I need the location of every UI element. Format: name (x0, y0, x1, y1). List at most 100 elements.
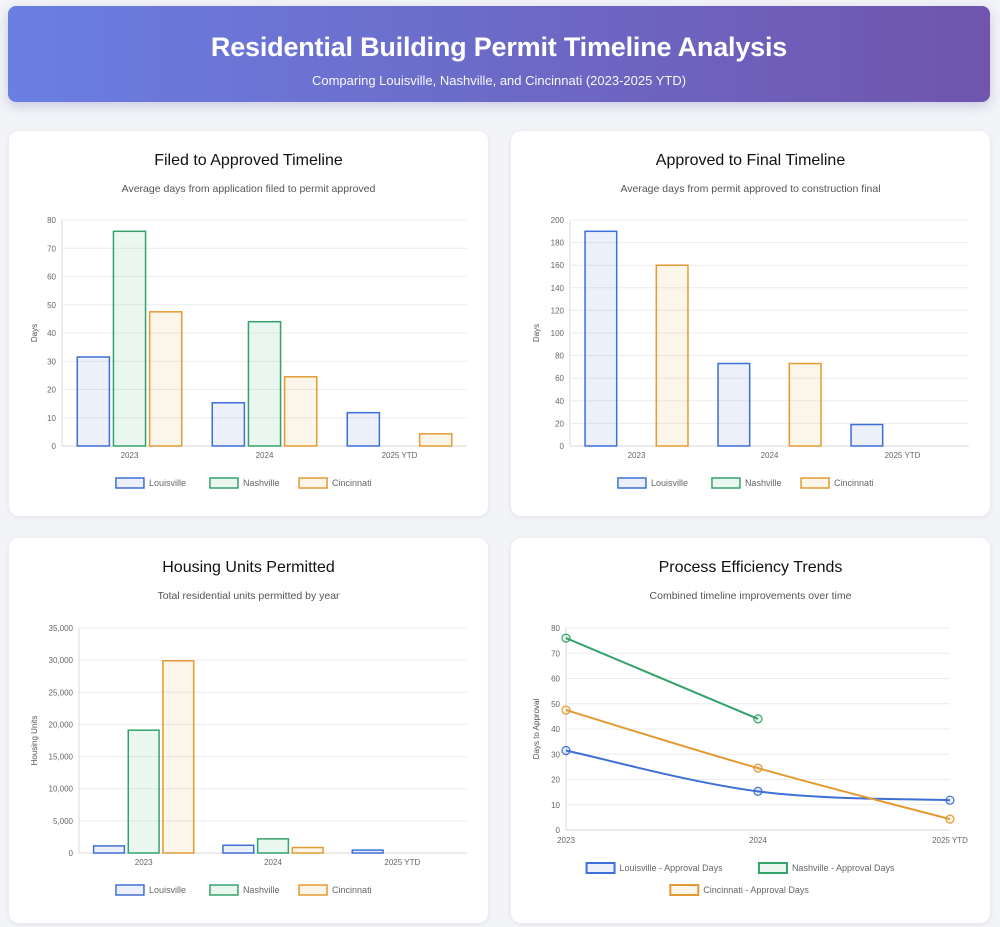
bar-louisville-2025-ytd (346, 411, 381, 447)
approved-to-final-card: Approved to Final Timeline Average days … (511, 131, 990, 516)
legend-swatch-louisville (115, 884, 145, 896)
legend-swatch-cincinnati (298, 477, 328, 489)
y-tick-label: 0 (560, 442, 565, 451)
y-tick-label: 0 (52, 442, 57, 451)
filed-to-approved-card: Filed to Approved Timeline Average days … (9, 131, 488, 516)
filed-to-approved-chart: 0 10 20 30 40 50 60 70 80 Days 2023 2024 2025 YTD Lou… (30, 216, 467, 489)
x-tick-label: 2024 (749, 836, 767, 845)
line-nashville-approval-days (565, 637, 759, 720)
x-tick-label: 2023 (135, 858, 153, 867)
legend-label-louisville-approval-days: Louisville - Approval Days (620, 863, 724, 873)
point-nashville-approval-days (753, 714, 763, 724)
legend-label-louisville: Louisville (149, 885, 186, 895)
bar-cincinnati-2023 (148, 311, 183, 447)
chart-subtitle: Combined timeline improvements over time (649, 590, 852, 602)
point-louisville-approval-days (753, 786, 763, 796)
y-tick-label: 50 (551, 700, 560, 709)
bar-cincinnati-2023 (655, 264, 689, 447)
y-tick-label: 80 (555, 352, 564, 361)
legend-swatch-nashville (209, 477, 239, 489)
bar-cincinnati-2024 (283, 376, 318, 447)
housing-units-card: Housing Units Permitted Total residentia… (9, 538, 488, 923)
y-tick-label: 50 (47, 301, 56, 310)
legend-label-nashville: Nashville (243, 478, 280, 488)
y-tick-label: 35,000 (49, 624, 74, 633)
y-axis-title: Days to Approval (532, 699, 541, 760)
bar-louisville-2023 (76, 356, 111, 447)
line-louisville-approval-days (565, 749, 951, 802)
y-tick-label: 40 (47, 329, 56, 338)
legend-label-nashville-approval-days: Nashville - Approval Days (792, 863, 895, 873)
chart-title: Filed to Approved Timeline (154, 152, 343, 169)
point-cincinnati-approval-days (945, 814, 955, 824)
legend-label-louisville: Louisville (651, 478, 688, 488)
x-tick-label: 2025 YTD (384, 858, 420, 867)
y-tick-label: 40 (555, 397, 564, 406)
x-tick-label: 2025 YTD (932, 836, 968, 845)
chart-title: Housing Units Permitted (162, 559, 335, 576)
y-tick-label: 20 (551, 776, 560, 785)
y-axis-title: Days (532, 324, 541, 342)
line-cincinnati-approval-days (565, 709, 951, 821)
y-tick-label: 5,000 (53, 817, 74, 826)
y-tick-label: 70 (47, 244, 56, 253)
chart-title: Approved to Final Timeline (655, 152, 846, 169)
y-tick-label: 30 (551, 750, 560, 759)
page-subtitle: Comparing Louisville, Nashville, and Cin… (311, 73, 687, 88)
legend-label-cincinnati: Cincinnati (332, 885, 372, 895)
y-tick-label: 30,000 (49, 656, 74, 665)
bar-cincinnati-2024 (788, 362, 822, 447)
bar-louisville-2024 (222, 844, 255, 854)
bar-nashville-2024 (256, 838, 290, 854)
bar-louisville-2024 (211, 402, 246, 447)
legend-swatch-louisville-approval-days (585, 862, 616, 874)
legend-swatch-nashville (711, 477, 741, 489)
legend-label-nashville: Nashville (745, 478, 782, 488)
x-tick-label: 2025 YTD (885, 451, 921, 460)
x-tick-label: 2025 YTD (382, 451, 418, 460)
bar-louisville-2024 (717, 362, 751, 447)
point-cincinnati-approval-days (753, 763, 763, 773)
housing-units-chart: 0 5,000 10,000 15,000 20,000 25,000 30,000 35,0… (30, 624, 467, 896)
page-title: Residential Building Permit Timeline Ana… (210, 32, 788, 62)
y-tick-label: 60 (47, 273, 56, 282)
legend-swatch-nashville (209, 884, 239, 896)
x-tick-label: 2023 (557, 836, 575, 845)
y-tick-label: 25,000 (49, 688, 74, 697)
legend-swatch-louisville (115, 477, 145, 489)
x-tick-label: 2024 (761, 451, 779, 460)
y-tick-label: 80 (551, 624, 560, 633)
y-tick-label: 180 (551, 239, 565, 248)
y-tick-label: 40 (551, 725, 560, 734)
bar-cincinnati-2023 (162, 660, 195, 854)
y-tick-label: 0 (69, 849, 74, 858)
legend-swatch-cincinnati-approval-days (669, 884, 700, 896)
bar-cincinnati-2025-ytd (418, 433, 453, 447)
legend-label-cincinnati-approval-days: Cincinnati - Approval Days (703, 885, 809, 895)
y-tick-label: 140 (551, 284, 565, 293)
legend-swatch-cincinnati (800, 477, 830, 489)
legend-label-cincinnati: Cincinnati (834, 478, 874, 488)
point-nashville-approval-days (561, 633, 571, 643)
bar-nashville-2023 (112, 230, 147, 447)
efficiency-trends-chart: 0 10 20 30 40 50 60 70 80 Days to Approval 2023 202… (532, 624, 968, 896)
bar-louisville-2023 (584, 230, 618, 447)
bar-cincinnati-2024 (291, 846, 324, 854)
chart-subtitle: Average days from permit approved to con… (620, 183, 881, 195)
y-tick-label: 20 (47, 386, 56, 395)
y-tick-label: 160 (551, 261, 565, 270)
approved-to-final-chart: 0 20 40 60 80 100 120 140 160 180 200 Days 2023 2024 2… (532, 216, 969, 489)
x-tick-label: 2023 (628, 451, 646, 460)
chart-subtitle: Total residential units permitted by yea… (157, 590, 340, 602)
x-tick-label: 2024 (264, 858, 282, 867)
y-tick-label: 30 (47, 357, 56, 366)
legend-label-louisville: Louisville (149, 478, 186, 488)
y-tick-label: 80 (47, 216, 56, 225)
y-tick-label: 60 (551, 675, 560, 684)
y-tick-label: 100 (551, 329, 565, 338)
bar-louisville-2023 (92, 845, 126, 854)
bar-nashville-2024 (247, 320, 282, 447)
bar-louisville-2025-ytd (850, 423, 884, 447)
point-louisville-approval-days (561, 745, 571, 756)
legend-swatch-louisville (617, 477, 647, 489)
